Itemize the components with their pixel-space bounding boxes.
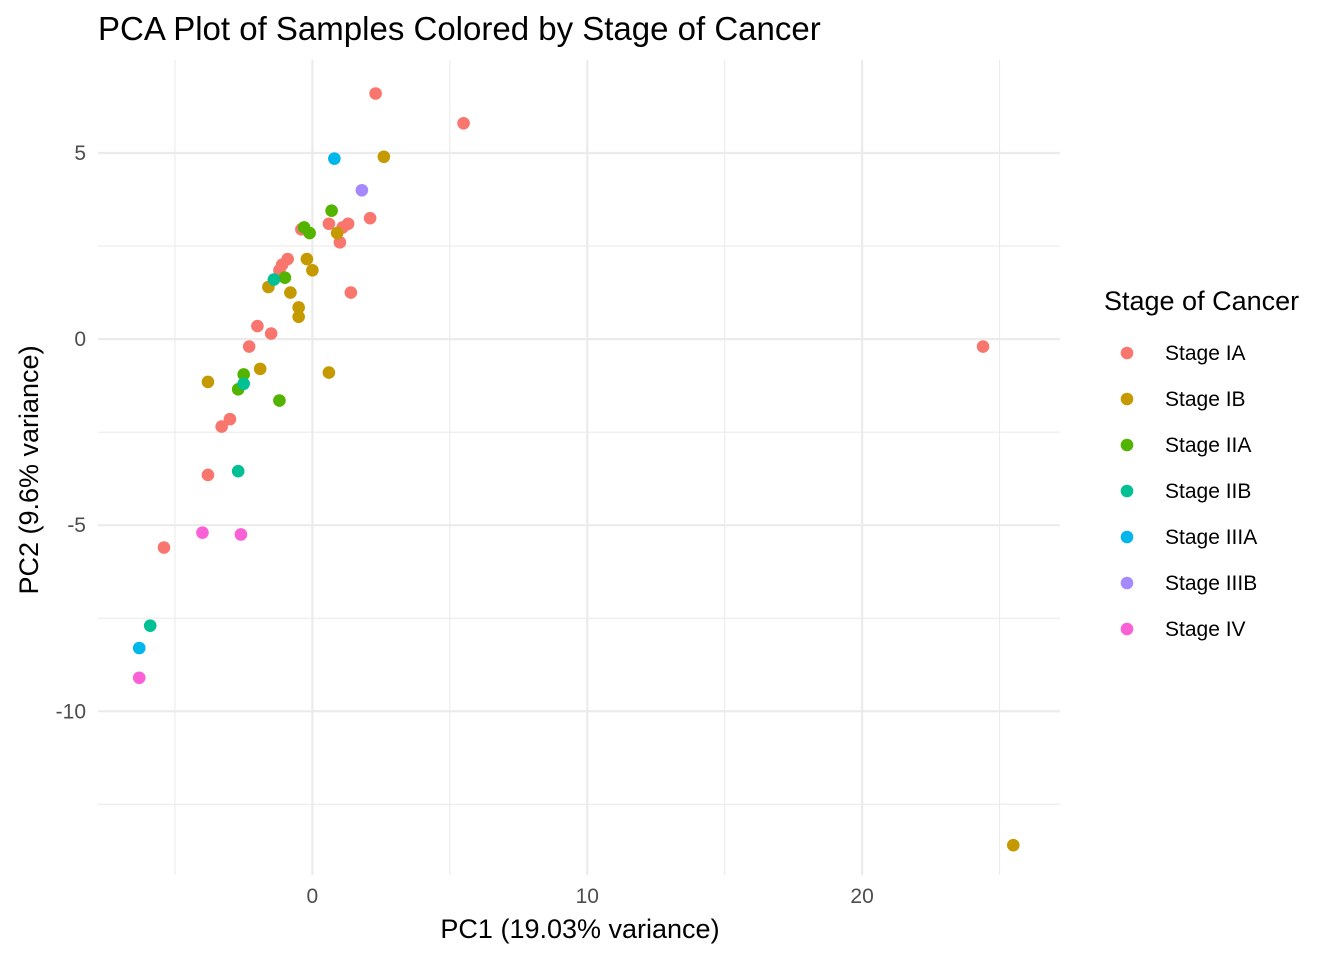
data-points	[132, 87, 1020, 852]
data-point	[322, 366, 336, 379]
x-axis-ticks: 0 10 20	[307, 885, 874, 908]
data-point	[215, 420, 228, 433]
legend-key	[1120, 392, 1134, 406]
data-point	[264, 327, 278, 340]
legend-label: Stage IV	[1165, 618, 1246, 641]
data-point	[234, 528, 248, 541]
legend-title: Stage of Cancer	[1104, 286, 1299, 316]
data-point	[377, 150, 391, 164]
data-point	[231, 464, 245, 478]
legend-label: Stage IA	[1165, 342, 1246, 365]
data-point	[344, 286, 358, 299]
data-point	[976, 340, 990, 353]
data-point	[201, 468, 215, 482]
data-point	[143, 619, 157, 632]
data-point	[267, 273, 281, 286]
data-point	[201, 375, 215, 389]
legend-label: Stage IIA	[1165, 434, 1251, 457]
legend-label: Stage IIIB	[1165, 572, 1257, 595]
x-tick-label: 0	[307, 885, 319, 908]
data-point	[196, 526, 209, 539]
data-point	[237, 377, 250, 391]
x-axis-title: PC1 (19.03% variance)	[440, 914, 719, 944]
x-tick-label: 10	[576, 885, 599, 908]
data-point	[157, 541, 171, 554]
legend-key	[1120, 622, 1134, 636]
data-point	[322, 217, 336, 231]
legend: Stage of Cancer Stage IA Stage IB Stage II…	[1104, 286, 1299, 641]
data-point	[303, 226, 316, 240]
y-axis-title: PC2 (9.6% variance)	[14, 345, 44, 594]
y-axis-ticks: -10 -5 0 5	[56, 142, 86, 723]
data-point	[251, 319, 264, 333]
legend-key	[1120, 484, 1134, 498]
data-point	[253, 362, 267, 376]
x-tick-label: 20	[850, 885, 873, 908]
y-tick-label: 5	[74, 142, 86, 165]
data-point	[457, 116, 470, 130]
data-point	[278, 271, 292, 285]
data-point	[292, 310, 305, 324]
data-point	[132, 641, 146, 655]
data-point	[223, 412, 237, 426]
legend-key	[1120, 438, 1134, 452]
data-point	[325, 204, 338, 218]
chart-title: PCA Plot of Samples Colored by Stage of …	[98, 10, 821, 47]
data-point	[328, 152, 341, 165]
legend-key	[1120, 346, 1134, 360]
data-point	[300, 252, 314, 266]
data-point	[292, 301, 305, 314]
data-point	[355, 183, 369, 197]
data-point	[132, 671, 146, 685]
data-point	[330, 226, 344, 240]
data-point	[237, 368, 250, 381]
data-point	[369, 87, 382, 100]
data-point	[284, 286, 297, 299]
y-tick-label: 0	[74, 328, 86, 351]
data-point	[363, 211, 377, 225]
legend-label: Stage IB	[1165, 388, 1246, 411]
data-point	[273, 394, 286, 407]
y-tick-label: -5	[67, 514, 86, 537]
legend-key	[1120, 576, 1134, 590]
data-point	[1006, 838, 1020, 852]
data-point	[242, 340, 256, 353]
grid-lines	[98, 60, 1060, 875]
data-point	[306, 263, 319, 277]
legend-key	[1120, 530, 1134, 544]
y-tick-label: -10	[56, 700, 86, 723]
legend-label: Stage IIB	[1165, 480, 1251, 503]
legend-label: Stage IIIA	[1165, 526, 1257, 549]
